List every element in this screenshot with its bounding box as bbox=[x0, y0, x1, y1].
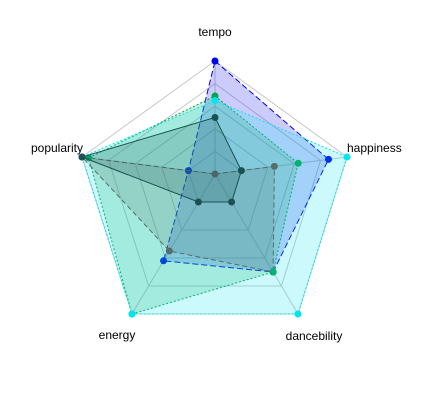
axis-spoke-happiness bbox=[214, 156, 348, 175]
series-3-point-happiness bbox=[294, 159, 302, 167]
series-1-point-tempo bbox=[211, 57, 219, 65]
series-5 bbox=[78, 114, 245, 206]
series-2-point-tempo bbox=[211, 170, 219, 178]
axis-label-popularity: popularity bbox=[31, 141, 83, 155]
axis-label-tempo: tempo bbox=[198, 25, 232, 39]
series-1 bbox=[160, 57, 333, 276]
axis-spoke-dancebility bbox=[214, 173, 299, 315]
grid-ring-2 bbox=[161, 128, 269, 231]
series-3-point-popularity bbox=[85, 154, 93, 162]
series-4-point-tempo bbox=[211, 97, 219, 105]
axis-label-energy: energy bbox=[99, 328, 136, 342]
series-5-point-tempo bbox=[211, 114, 219, 121]
series-4-point-energy bbox=[128, 310, 136, 318]
series-3-area bbox=[88, 95, 299, 315]
series-2-point-happiness bbox=[270, 162, 278, 170]
axis-spoke-energy bbox=[131, 173, 216, 315]
series-4-area bbox=[81, 100, 348, 315]
grid-ring-4 bbox=[108, 82, 322, 287]
grid-ring-5 bbox=[81, 60, 348, 315]
series-1-point-happiness bbox=[325, 155, 333, 163]
series-4-point-dancebility bbox=[294, 310, 302, 318]
series-5-point-dancebility bbox=[228, 198, 236, 206]
axis-label-dancebility: dancebility bbox=[286, 329, 343, 343]
series-5-area bbox=[80, 116, 242, 203]
series-2-area bbox=[80, 156, 275, 273]
series-5-point-popularity bbox=[78, 153, 86, 161]
series-2-point-energy bbox=[165, 247, 173, 255]
series-5-point-energy bbox=[194, 198, 202, 206]
series-4-point-happiness bbox=[343, 153, 351, 161]
series-5-point-happiness bbox=[237, 167, 245, 175]
series-layer bbox=[78, 57, 351, 318]
series-3-point-dancebility bbox=[269, 268, 277, 276]
axis-labels: tempo happiness dancebility energy popul… bbox=[31, 25, 402, 343]
series-1-area bbox=[162, 60, 330, 273]
series-1-point-energy bbox=[160, 257, 168, 265]
grid-ring-3 bbox=[134, 105, 295, 259]
axis-label-happiness: happiness bbox=[347, 141, 402, 155]
